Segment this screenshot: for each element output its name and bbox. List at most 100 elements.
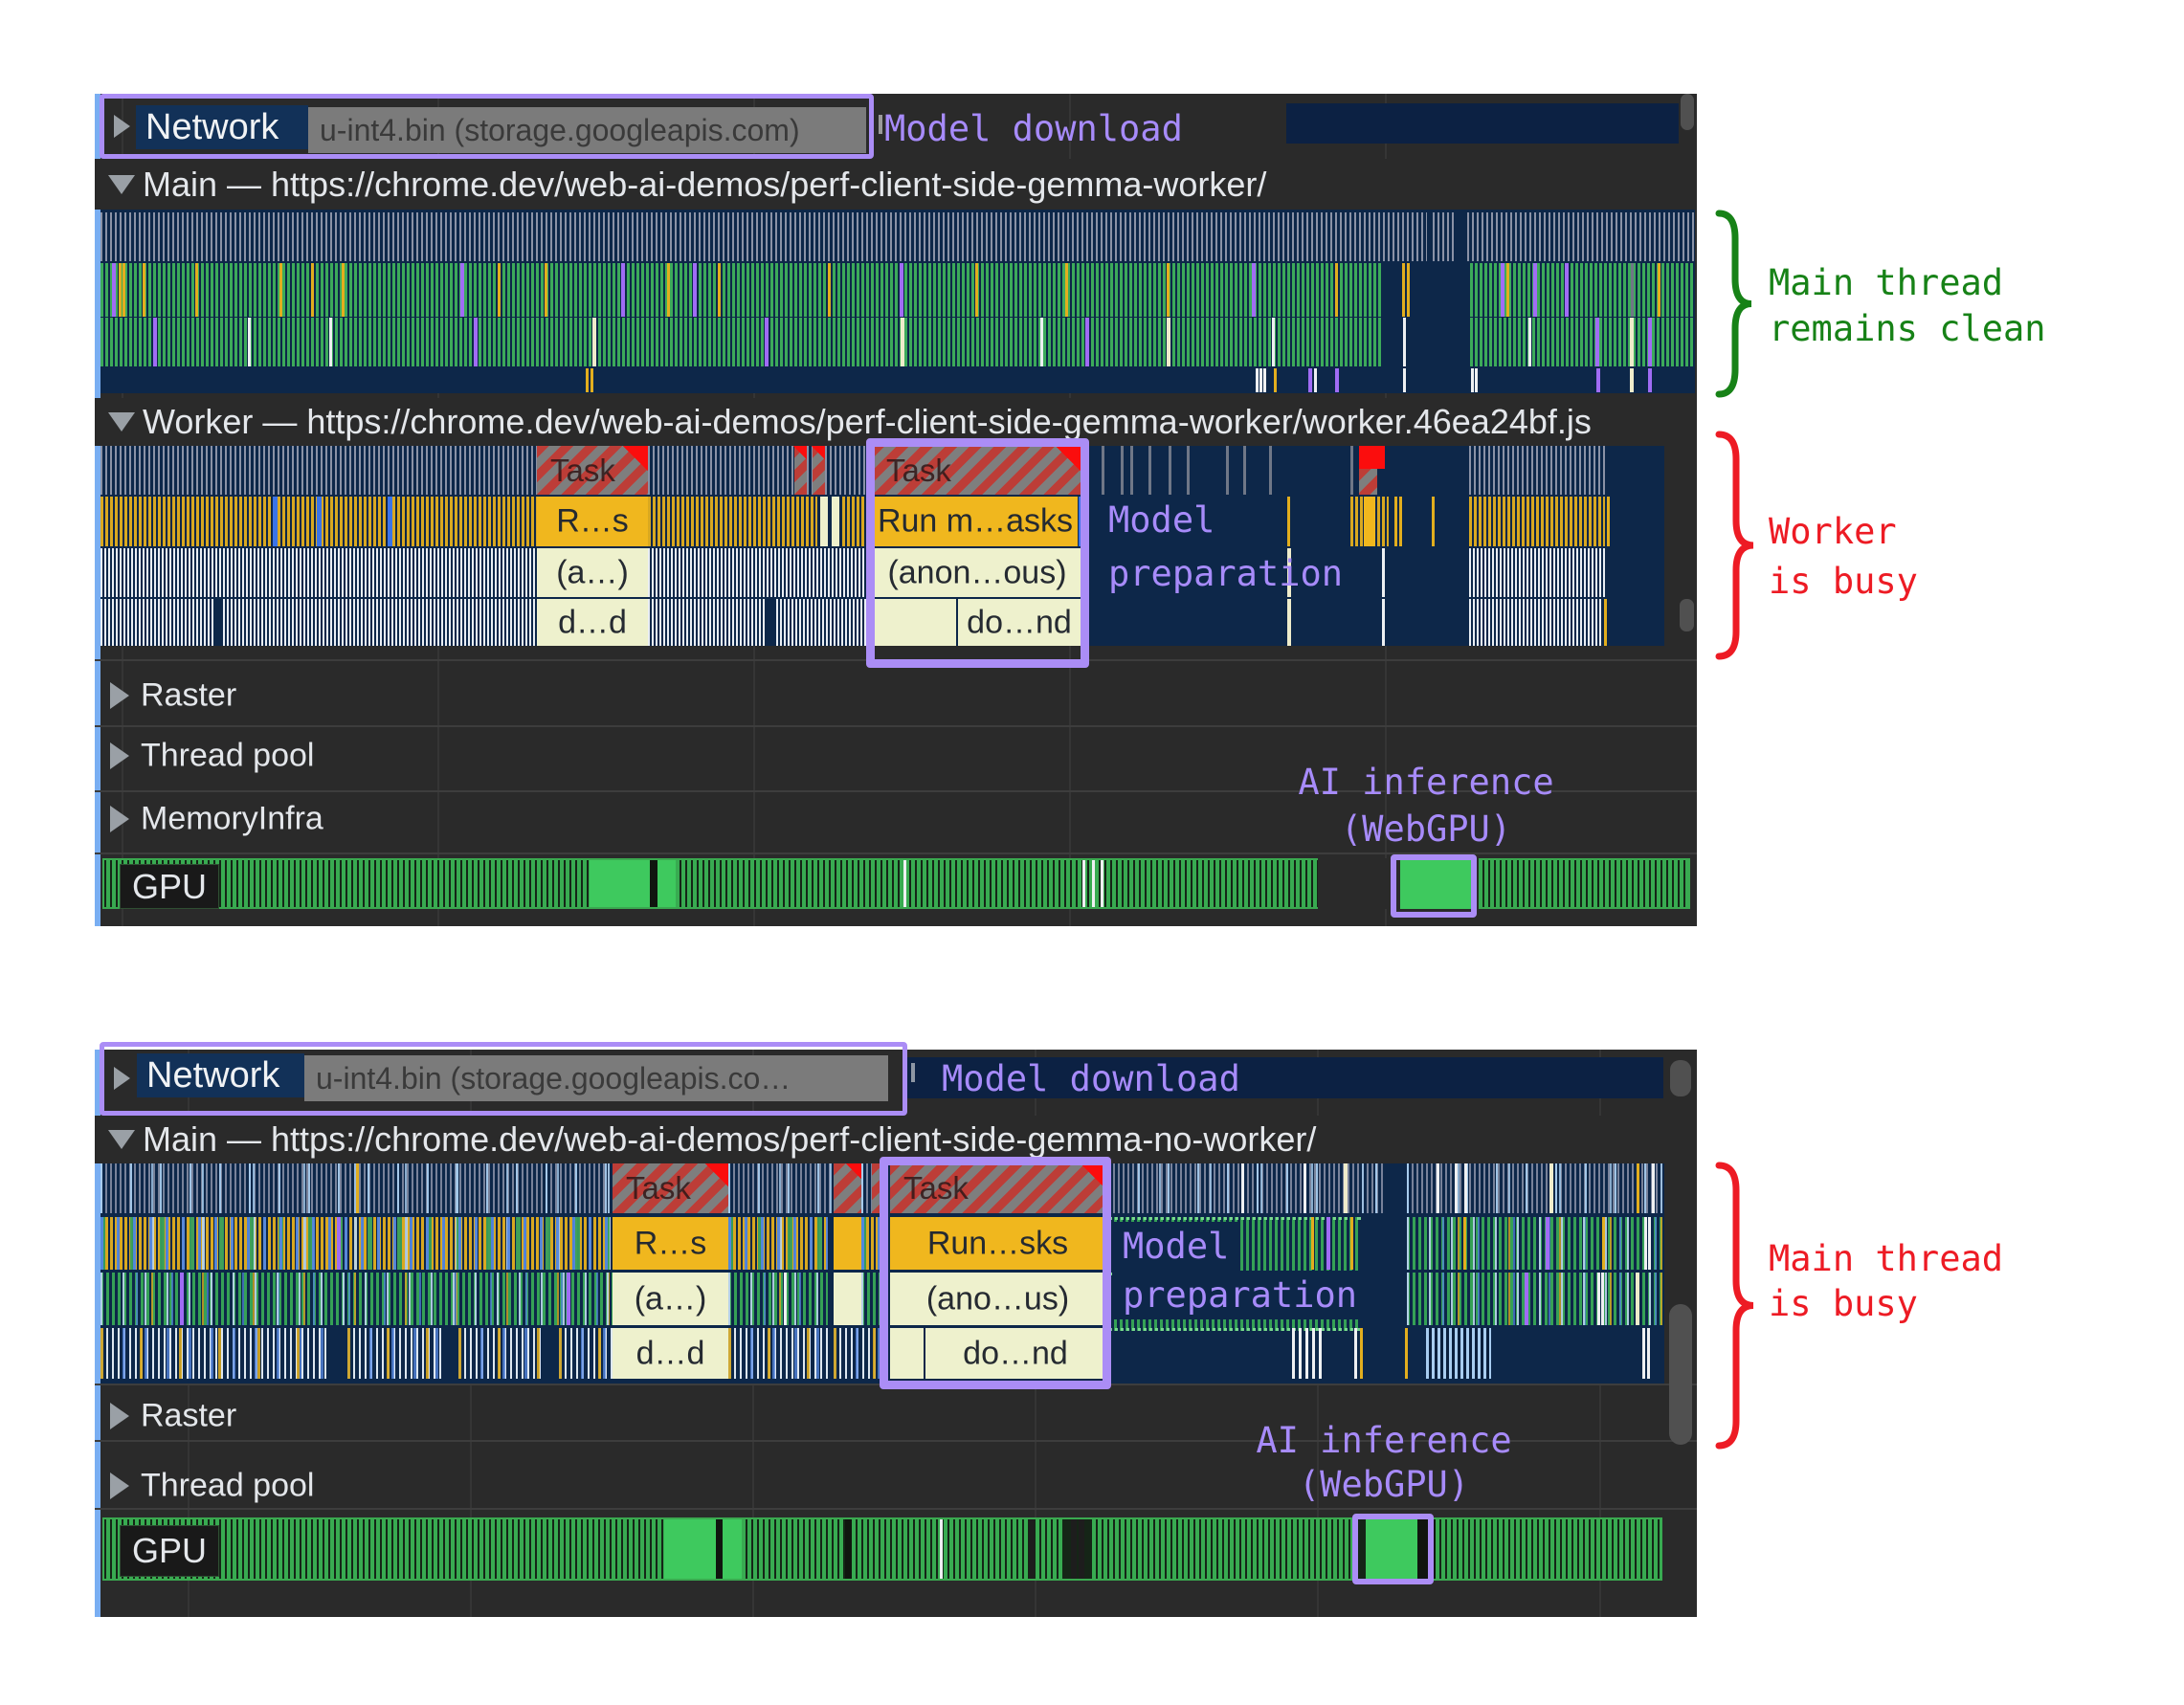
network-whisker-tick bbox=[879, 115, 882, 134]
model-preparation-annotation: Model preparation bbox=[1108, 494, 1343, 601]
gpu-solid-activity bbox=[1400, 858, 1472, 909]
gpu-seg-sgpu bbox=[1092, 1519, 1354, 1579]
track-selection-accent bbox=[95, 94, 100, 926]
event-tick bbox=[784, 1273, 787, 1325]
main-thread-busy-label-line: Main thread bbox=[1769, 1238, 2004, 1279]
flame-event-label: R…s bbox=[556, 502, 629, 540]
event-tick bbox=[1455, 1163, 1458, 1213]
event-tick bbox=[1085, 318, 1089, 366]
network-expand-arrow-icon[interactable] bbox=[114, 115, 130, 138]
track-separator bbox=[95, 1508, 1697, 1510]
flame-texture-slb bbox=[728, 1163, 834, 1213]
long-task-block: Task bbox=[890, 1163, 1105, 1213]
scrollbar-thumb[interactable] bbox=[1669, 1304, 1692, 1445]
expand-arrow-icon[interactable] bbox=[110, 742, 129, 769]
flame-texture-sg bbox=[1470, 318, 1695, 366]
flame-event-label: (anon…ous) bbox=[887, 554, 1067, 590]
event-tick bbox=[1636, 1273, 1639, 1325]
event-tick bbox=[621, 263, 625, 317]
gpu-track-label: GPU bbox=[120, 1525, 219, 1577]
event-tick bbox=[1595, 318, 1599, 366]
expand-arrow-icon[interactable] bbox=[110, 806, 129, 832]
long-task-red-corner-icon bbox=[1056, 446, 1081, 471]
scrollbar-thumb[interactable] bbox=[1681, 94, 1694, 130]
gpu-tick bbox=[940, 1519, 943, 1579]
network-request-bar-cont bbox=[1286, 103, 1679, 144]
event-tick bbox=[1501, 263, 1504, 317]
flame-texture-slb2 bbox=[1426, 1328, 1491, 1379]
worker-busy-label: Worker is busy bbox=[1769, 507, 1918, 607]
main-section-header: Main — https://chrome.dev/web-ai-demos/p… bbox=[95, 159, 1697, 210]
event-tick bbox=[1528, 318, 1531, 366]
gpu-seg-sgpu bbox=[1436, 1519, 1662, 1579]
network-track-label[interactable]: Network bbox=[137, 1053, 304, 1097]
collapse-chevron-icon[interactable] bbox=[108, 174, 135, 194]
task-highlight-box bbox=[866, 438, 1089, 668]
flame-texture-sb bbox=[1467, 212, 1695, 261]
flame-event-label: d…d bbox=[558, 604, 627, 640]
network-expand-arrow-icon[interactable] bbox=[114, 1067, 130, 1090]
main-thread-clean-label-line: remains clean bbox=[1769, 308, 2046, 349]
event-tick bbox=[1287, 548, 1291, 597]
raster-track[interactable] bbox=[95, 659, 1697, 732]
collapse-chevron-icon[interactable] bbox=[108, 412, 135, 432]
flame-texture-sy bbox=[842, 497, 866, 546]
network-request-bar[interactable]: u-int4.bin (storage.googleapis.com) bbox=[308, 107, 866, 153]
expand-arrow-icon[interactable] bbox=[110, 1403, 129, 1429]
event-tick bbox=[1335, 263, 1338, 317]
gpu-tick bbox=[1092, 860, 1095, 907]
event-tick bbox=[1314, 368, 1317, 392]
event-tick bbox=[1533, 263, 1537, 317]
gpu-seg-solidgreen bbox=[657, 860, 676, 907]
event-tick bbox=[1597, 1273, 1600, 1325]
flame-texture-sy bbox=[1377, 497, 1389, 546]
event-tick bbox=[718, 263, 721, 317]
flame-texture-sb bbox=[100, 212, 1427, 261]
network-track-label[interactable]: Network bbox=[136, 105, 308, 149]
event-tick bbox=[248, 318, 251, 366]
event-tick bbox=[1637, 1163, 1639, 1213]
event-tick bbox=[1148, 446, 1151, 495]
flame-event-block: Run m…asks bbox=[873, 497, 1078, 546]
network-request-bar[interactable]: u-int4.bin (storage.googleapis.co… bbox=[304, 1055, 888, 1101]
collapse-chevron-icon[interactable] bbox=[108, 1130, 135, 1149]
long-task-block: Task bbox=[613, 1163, 728, 1213]
event-tick bbox=[901, 318, 904, 366]
event-tick bbox=[1652, 1163, 1655, 1213]
event-tick bbox=[1308, 368, 1312, 392]
event-tick bbox=[1475, 368, 1478, 392]
flame-event-block: do…nd bbox=[958, 599, 1081, 646]
event-tick bbox=[1382, 599, 1385, 646]
event-tick bbox=[1326, 1217, 1330, 1270]
flame-texture-slb bbox=[861, 1163, 872, 1213]
event-tick bbox=[1292, 1328, 1295, 1379]
model-download-annotation: Model download bbox=[942, 1058, 1240, 1099]
expand-arrow-icon[interactable] bbox=[110, 682, 129, 709]
main-thread-flame-row-1: Task Task bbox=[95, 1163, 1697, 1213]
trace-with-worker-clip: Task Task R…s Run m…asks (a…) (anon…ous) d…d do… bbox=[95, 94, 1697, 926]
event-tick bbox=[1319, 1328, 1322, 1379]
main-thread-flame-row-1 bbox=[95, 212, 1697, 261]
flame-texture-slb bbox=[1407, 1163, 1663, 1213]
flame-texture-sb bbox=[648, 446, 794, 495]
expand-arrow-icon[interactable] bbox=[110, 1472, 129, 1499]
track-separator bbox=[95, 1440, 1697, 1442]
trace-with-worker: Task Task R…s Run m…asks (a…) (anon…ous) d…d do… bbox=[95, 94, 1697, 926]
long-task-red-corner-icon bbox=[1081, 1163, 1105, 1188]
gpu-tick bbox=[1029, 1519, 1035, 1579]
flame-texture-sg2 bbox=[728, 1273, 828, 1325]
flame-event-label: Run…sks bbox=[926, 1225, 1069, 1261]
scrollbar-thumb[interactable] bbox=[1670, 1060, 1691, 1096]
worker-busy-label-line: Worker bbox=[1769, 511, 1897, 552]
event-tick bbox=[1432, 497, 1435, 546]
event-tick bbox=[1506, 263, 1509, 317]
event-tick bbox=[1630, 318, 1634, 366]
long-task-block bbox=[812, 446, 825, 495]
gpu-tick bbox=[1079, 1519, 1084, 1579]
event-tick bbox=[1647, 1328, 1650, 1379]
scrollbar-thumb[interactable] bbox=[1680, 599, 1694, 631]
yellow-solid bbox=[1364, 497, 1375, 546]
flame-event-block: R…s bbox=[613, 1217, 728, 1270]
event-tick bbox=[1360, 1328, 1363, 1379]
track-separator bbox=[95, 725, 1697, 727]
